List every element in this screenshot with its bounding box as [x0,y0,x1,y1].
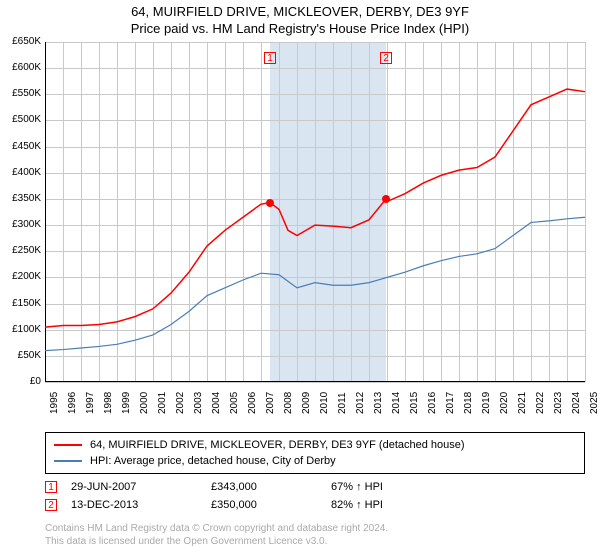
sale-price: £343,000 [211,481,331,493]
sale-marker-box: 1 [264,52,276,64]
y-axis-label: £450K [1,141,41,152]
x-axis-label: 2023 [553,404,564,414]
x-axis-label: 2013 [373,404,384,414]
x-axis-label: 2012 [355,404,366,414]
y-axis-label: £600K [1,62,41,73]
x-axis-label: 2008 [283,404,294,414]
series-hpi [45,217,585,350]
x-axis-label: 1998 [103,404,114,414]
y-axis-label: £50K [1,350,41,361]
legend-item: 64, MUIRFIELD DRIVE, MICKLEOVER, DERBY, … [54,437,576,453]
y-axis-label: £650K [1,36,41,47]
x-axis-label: 1999 [121,404,132,414]
footer-line1: Contains HM Land Registry data © Crown c… [45,522,388,535]
line-series-svg [45,42,585,382]
x-axis-label: 2017 [445,404,456,414]
sale-date: 13-DEC-2013 [71,499,211,511]
x-axis-label: 2009 [301,404,312,414]
gridline-h [45,382,585,383]
x-axis-label: 2014 [391,404,402,414]
legend-item: HPI: Average price, detached house, City… [54,453,576,469]
x-axis-label: 2022 [535,404,546,414]
y-axis-label: £200K [1,271,41,282]
x-axis-label: 2011 [337,404,348,414]
y-axis-label: £250K [1,245,41,256]
x-axis-label: 2016 [427,404,438,414]
x-axis-label: 2002 [175,404,186,414]
gridline-v [585,42,586,382]
sale-hpi: 67% ↑ HPI [331,481,451,493]
y-axis-label: £500K [1,114,41,125]
x-axis-label: 2015 [409,404,420,414]
x-axis-label: 2004 [211,404,222,414]
y-axis-label: £400K [1,167,41,178]
sale-row-marker: 1 [45,481,57,493]
sale-row: 1 29-JUN-2007£343,00067% ↑ HPI [45,478,451,496]
legend-label: HPI: Average price, detached house, City… [90,455,336,467]
x-axis-label: 2020 [499,404,510,414]
series-property [45,89,585,327]
x-axis-label: 2006 [247,404,258,414]
sales-table: 1 29-JUN-2007£343,00067% ↑ HPI 2 13-DEC-201… [45,478,451,514]
x-axis-label: 1996 [67,404,78,414]
x-axis-label: 2021 [517,404,528,414]
x-axis-label: 2024 [571,404,582,414]
x-axis-label: 2000 [139,404,150,414]
sale-date: 29-JUN-2007 [71,481,211,493]
title-line2: Price paid vs. HM Land Registry's House … [0,21,600,36]
x-axis-label: 2010 [319,404,330,414]
sale-marker-dot [266,199,274,207]
sale-hpi: 82% ↑ HPI [331,499,451,511]
x-axis-label: 2007 [265,404,276,414]
y-axis-label: £0 [1,376,41,387]
sale-marker-dot [382,195,390,203]
y-axis-label: £350K [1,193,41,204]
y-axis-label: £100K [1,324,41,335]
x-axis-label: 2019 [481,404,492,414]
sale-price: £350,000 [211,499,331,511]
sale-row: 2 13-DEC-2013£350,00082% ↑ HPI [45,496,451,514]
chart-titles: 64, MUIRFIELD DRIVE, MICKLEOVER, DERBY, … [0,0,600,36]
sale-marker-box: 2 [380,52,392,64]
chart-area: £0£50K£100K£150K£200K£250K£300K£350K£400… [45,42,585,382]
x-axis-label: 2001 [157,404,168,414]
legend-swatch [54,460,82,462]
y-axis-label: £150K [1,298,41,309]
x-axis-label: 2018 [463,404,474,414]
x-axis-label: 2025 [589,404,600,414]
y-axis-label: £300K [1,219,41,230]
x-axis-label: 2003 [193,404,204,414]
title-line1: 64, MUIRFIELD DRIVE, MICKLEOVER, DERBY, … [0,4,600,19]
footer-line2: This data is licensed under the Open Gov… [45,535,388,548]
x-axis-label: 1997 [85,404,96,414]
footer-attribution: Contains HM Land Registry data © Crown c… [45,522,388,548]
x-axis-label: 1995 [49,404,60,414]
x-axis-label: 2005 [229,404,240,414]
sale-row-marker: 2 [45,499,57,511]
y-axis-label: £550K [1,88,41,99]
legend-label: 64, MUIRFIELD DRIVE, MICKLEOVER, DERBY, … [90,439,465,451]
legend: 64, MUIRFIELD DRIVE, MICKLEOVER, DERBY, … [45,432,585,474]
legend-swatch [54,444,82,446]
plot-area: £0£50K£100K£150K£200K£250K£300K£350K£400… [45,42,585,382]
